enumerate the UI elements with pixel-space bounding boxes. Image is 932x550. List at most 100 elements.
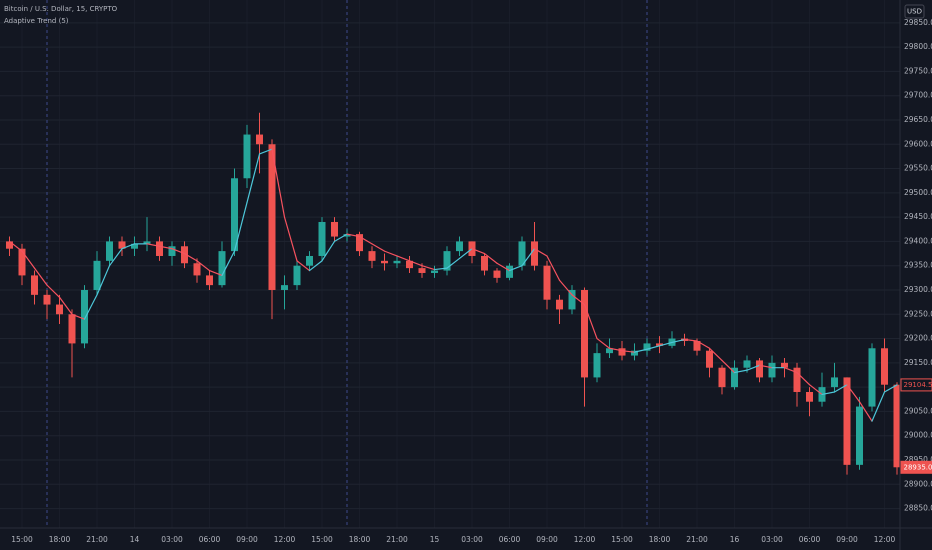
candle-body	[6, 241, 13, 249]
trend-line-segment	[683, 338, 698, 342]
candle-body	[131, 243, 138, 249]
candle-body	[56, 304, 63, 315]
y-tick-label: 28850.00	[904, 504, 932, 513]
trend-line-segment	[708, 347, 723, 362]
trend-line-segment	[21, 250, 36, 269]
x-tick-label: 21:00	[86, 535, 108, 544]
candle-body	[181, 246, 188, 264]
trend-line-segment	[208, 269, 223, 277]
trend-line-segment	[283, 216, 298, 262]
candle-body	[493, 270, 501, 278]
candle-body	[343, 234, 351, 237]
x-tick-label: 06:00	[499, 535, 521, 544]
trend-line-segment	[446, 257, 461, 269]
trend-line-segment	[371, 243, 386, 252]
candle-body	[31, 275, 38, 295]
candle-body	[643, 343, 651, 351]
indicator-name: Adaptive Trend (5)	[4, 17, 69, 25]
candle-body	[831, 377, 838, 388]
currency-button[interactable]	[904, 4, 925, 19]
trend-line-segment	[196, 260, 211, 272]
trend-line-segment	[533, 248, 548, 257]
trend-line-segment	[221, 250, 236, 277]
candle-body	[581, 289, 588, 378]
candle-body	[118, 241, 126, 249]
price-label: 29104.58	[904, 381, 932, 389]
trend-line-segment	[58, 296, 73, 315]
price-label: 28935.00	[904, 463, 932, 471]
x-tick-label: 15:00	[311, 535, 333, 544]
candle-body	[368, 251, 376, 261]
price-label-box	[900, 460, 932, 474]
candle-body	[881, 348, 888, 385]
candle-body	[243, 134, 251, 179]
trend-line-segment	[171, 248, 186, 255]
candle-body	[206, 275, 213, 286]
trend-line-segment	[808, 384, 823, 396]
candle-body	[306, 255, 313, 266]
x-tick-label: 12:00	[274, 535, 296, 544]
candle-body	[443, 251, 451, 271]
plot	[6, 112, 901, 475]
candle-body	[731, 367, 738, 388]
candle-body	[281, 285, 288, 290]
trend-line-segment	[271, 148, 286, 218]
price-label-box	[900, 378, 932, 392]
trend-line-segment	[721, 359, 736, 374]
trend-line-segment	[396, 255, 411, 262]
trend-line-segment	[108, 248, 123, 267]
y-tick-label: 29250.00	[904, 309, 932, 318]
trend-line-segment	[583, 303, 598, 340]
trend-line-segment	[658, 341, 673, 347]
candle-body	[856, 406, 863, 465]
y-tick-label: 29750.00	[904, 66, 932, 75]
candle-body	[793, 367, 801, 392]
x-tick-label: 06:00	[799, 535, 821, 544]
trend-line-segment	[121, 243, 136, 250]
trend-line-segment	[596, 337, 611, 349]
trend-line-segment	[471, 248, 486, 255]
y-tick-label: 29450.00	[904, 212, 932, 221]
trend-line-segment	[733, 369, 748, 374]
x-tick-label: 03:00	[161, 535, 183, 544]
y-tick-label: 29700.00	[904, 91, 932, 100]
candle-body	[506, 265, 513, 278]
x-tick-label: 15:00	[11, 535, 33, 544]
candle-body	[106, 241, 113, 261]
trend-line-segment	[358, 235, 373, 245]
candle-body	[218, 251, 226, 286]
trend-line-segment	[258, 148, 273, 155]
trend-line-segment	[883, 384, 898, 393]
candle-body	[68, 314, 76, 344]
candle-body	[156, 241, 163, 256]
trend-line-segment	[646, 345, 661, 350]
trend-line-segment	[33, 267, 48, 286]
y-tick-label: 29600.00	[904, 139, 932, 148]
x-tick-label: 14	[130, 535, 140, 544]
trend-line-segment	[521, 248, 536, 267]
candle-body	[268, 144, 276, 290]
trend-line-segment	[783, 367, 798, 374]
trend-line-segment	[408, 260, 423, 267]
trend-line-segment	[671, 338, 686, 344]
trend-line-segment	[508, 265, 523, 272]
x-tick-label: 16	[730, 535, 740, 544]
candle-body	[418, 268, 426, 273]
trend-line-segment	[183, 252, 198, 262]
candle-body	[231, 178, 238, 252]
trend-line-segment	[558, 279, 573, 296]
candle-body	[868, 348, 876, 407]
y-tick-label: 29400.00	[904, 236, 932, 245]
trend-line-segment	[246, 153, 261, 204]
candle-body	[293, 265, 301, 286]
trend-line-segment	[233, 201, 248, 252]
currency-label[interactable]: USD	[907, 8, 922, 16]
candle-body	[593, 353, 601, 378]
candle-body	[756, 360, 763, 378]
x-tick-label: 12:00	[574, 535, 596, 544]
trend-line-segment	[696, 340, 711, 349]
y-tick-label: 29350.00	[904, 261, 932, 270]
trend-line-segment	[546, 255, 561, 281]
